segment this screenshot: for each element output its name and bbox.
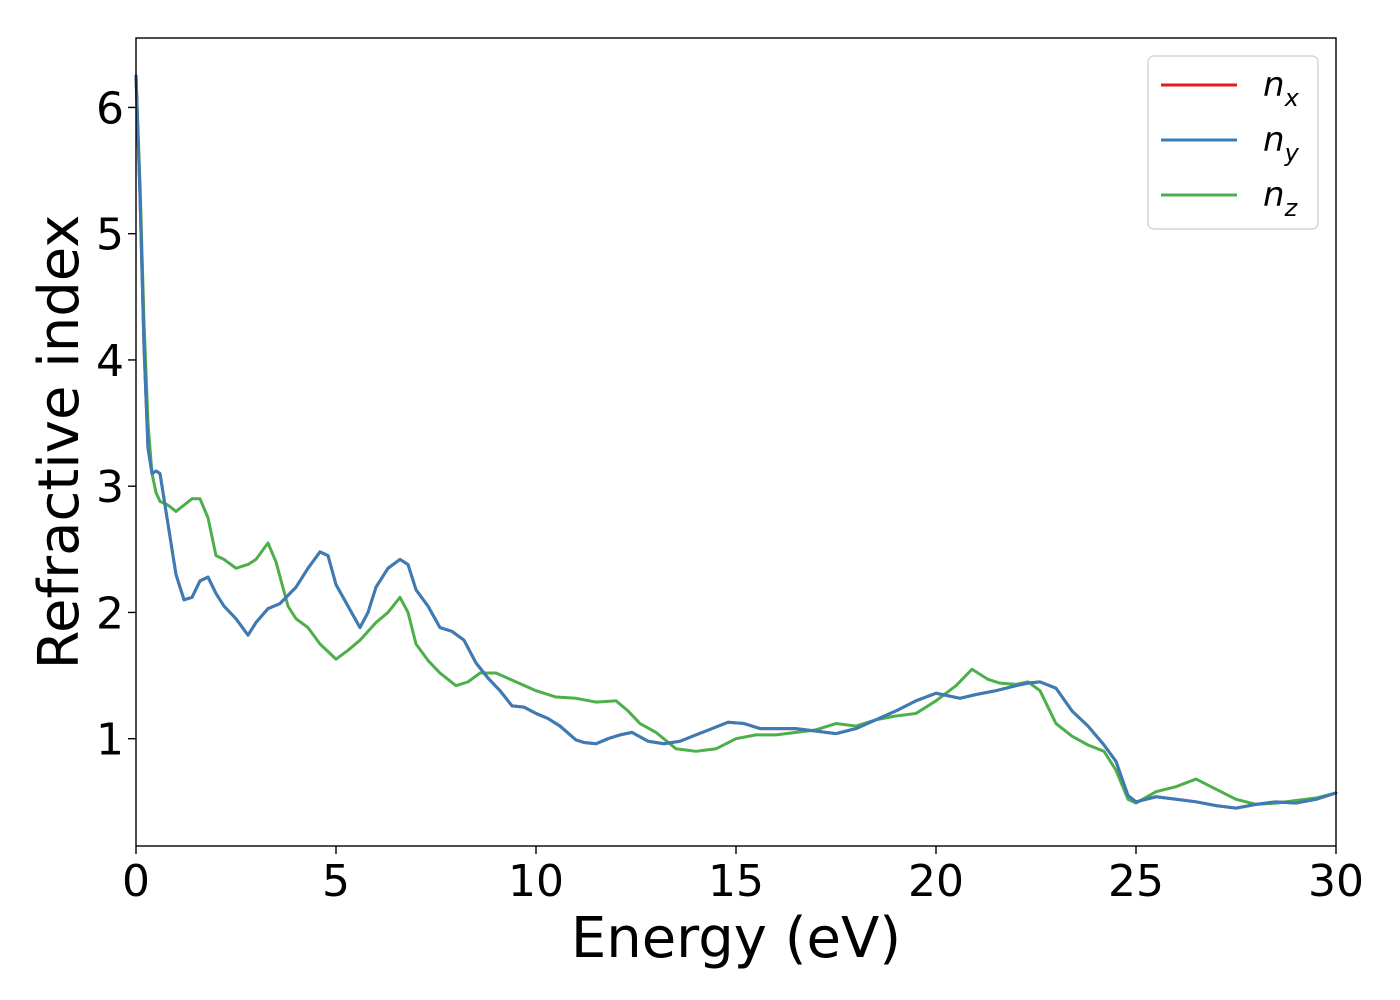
plot-background: [136, 38, 1336, 846]
y-tick-label: 1: [96, 715, 124, 766]
x-axis-ticks: 0 5 10 15 20 25 30: [122, 846, 1364, 907]
x-tick-label: 30: [1308, 856, 1364, 907]
y-tick-label: 2: [96, 588, 124, 639]
x-tick-label: 10: [508, 856, 564, 907]
y-tick-label: 5: [96, 210, 124, 261]
legend-label-x: nx: [1263, 65, 1300, 112]
x-tick-label: 5: [322, 856, 350, 907]
y-tick-label: 4: [96, 336, 124, 387]
x-axis-label: Energy (eV): [571, 906, 901, 971]
series-layer: [134, 74, 1338, 810]
y-tick-label: 3: [96, 462, 124, 513]
series-line-z: [134, 74, 1338, 806]
series-line-y: [134, 74, 1338, 810]
y-tick-label: 6: [96, 83, 124, 134]
legend-box: [1147, 55, 1319, 230]
legend: nx ny nz: [1147, 55, 1319, 230]
y-axis-ticks: 1 2 3 4 5 6: [96, 83, 136, 766]
x-tick-label: 25: [1108, 856, 1164, 907]
x-tick-label: 15: [708, 856, 764, 907]
x-tick-label: 20: [908, 856, 964, 907]
y-axis-label: Refractive index: [27, 215, 92, 670]
legend-label-y: ny: [1263, 120, 1300, 167]
legend-label-z: nz: [1263, 175, 1299, 222]
x-tick-label: 0: [122, 856, 150, 907]
